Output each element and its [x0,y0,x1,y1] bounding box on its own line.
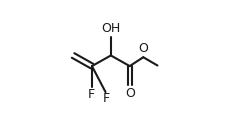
Text: F: F [88,88,95,101]
Text: O: O [125,87,135,100]
Text: OH: OH [101,22,120,35]
Text: O: O [138,42,148,55]
Text: F: F [103,92,110,105]
